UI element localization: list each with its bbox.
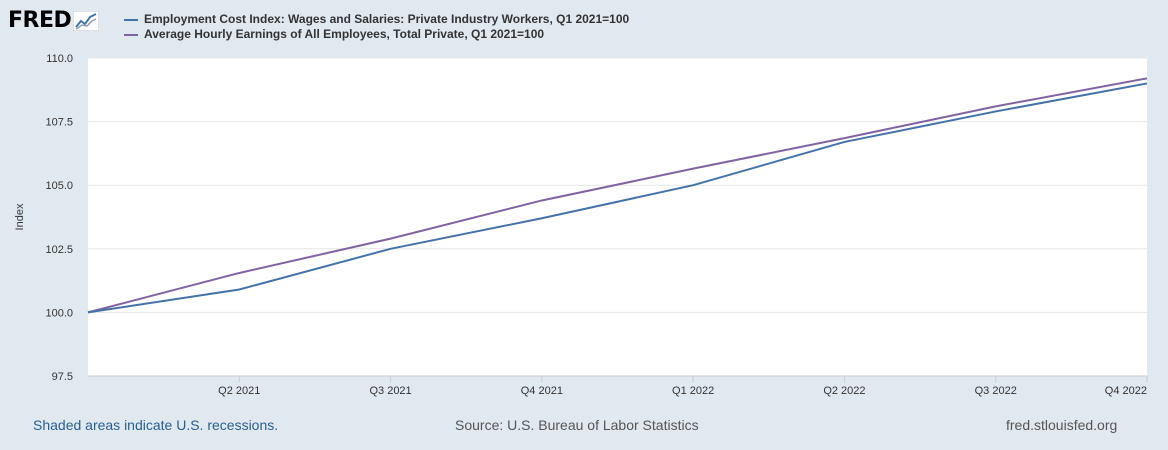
- line-chart-icon: [73, 10, 100, 31]
- y-tick-label: 105.0: [45, 180, 73, 192]
- fred-logo[interactable]: FRED: [8, 8, 100, 33]
- y-axis-label: Index: [14, 203, 26, 230]
- legend-item-series-1[interactable]: Employment Cost Index: Wages and Salarie…: [124, 12, 629, 27]
- series-lines: [87, 77, 1148, 314]
- x-tick-label: Q2 2021: [218, 385, 260, 397]
- y-tick-label: 100.0: [45, 307, 73, 319]
- plot-area: [88, 58, 1147, 376]
- y-tick-label: 102.5: [45, 244, 73, 256]
- legend-label-series-1: Employment Cost Index: Wages and Salarie…: [144, 12, 630, 26]
- x-tick-label: Q4 2021: [521, 385, 563, 397]
- y-tick-label: 97.5: [52, 371, 73, 383]
- source-note: Source: U.S. Bureau of Labor Statistics: [455, 417, 699, 433]
- legend-swatch-series-1: [124, 18, 138, 21]
- x-tick-label: Q2 2022: [823, 385, 865, 397]
- legend-swatch-series-2: [124, 33, 138, 36]
- x-tick-label: Q4 2022: [1105, 385, 1147, 397]
- site-link[interactable]: fred.stlouisfed.org: [1006, 417, 1118, 433]
- y-tick-label: 107.5: [45, 117, 73, 129]
- x-tick-label: Q1 2022: [672, 385, 714, 397]
- recession-note: Shaded areas indicate U.S. recessions.: [33, 417, 279, 433]
- fred-logo-text: FRED: [8, 8, 72, 33]
- x-tick-label: Q3 2021: [369, 385, 411, 397]
- line-chart: 97.5 100.0 102.5 105.0 107.5 110.0 Q2 2021 Q3 …: [14, 53, 1148, 397]
- y-tick-label: 110.0: [46, 53, 73, 65]
- y-axis: 97.5 100.0 102.5 105.0 107.5 110.0: [45, 53, 73, 383]
- series-line-2[interactable]: [87, 77, 1148, 314]
- series-line-1[interactable]: [87, 82, 1148, 314]
- x-axis: Q2 2021 Q3 2021 Q4 2021 Q1 2022 Q2 2022 Q3 20…: [88, 375, 1148, 397]
- legend-label-series-2: Average Hourly Earnings of All Employees…: [144, 27, 545, 41]
- x-tick-label: Q3 2022: [975, 385, 1017, 397]
- chart-legend: Employment Cost Index: Wages and Salarie…: [124, 12, 629, 42]
- legend-item-series-2[interactable]: Average Hourly Earnings of All Employees…: [124, 27, 629, 42]
